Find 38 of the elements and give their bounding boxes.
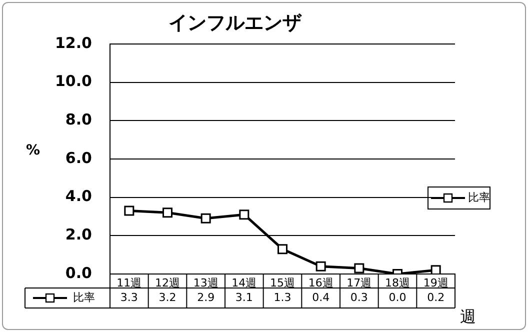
x-tick-label: 15週	[270, 276, 295, 290]
x-tick-label: 19週	[423, 276, 448, 290]
data-label: 3.3	[120, 290, 138, 304]
point	[162, 208, 172, 218]
x-tick-label: 12週	[155, 276, 180, 290]
x-tick-label: 16週	[308, 276, 334, 290]
x-tick-label: 18週	[385, 276, 410, 290]
data-label: 0.2	[427, 290, 445, 304]
data-label: 0.4	[312, 290, 330, 304]
data-label: 0.0	[388, 290, 406, 304]
data-label: 0.3	[350, 290, 368, 304]
y-tick-label: 8.0	[65, 110, 92, 129]
point	[200, 213, 211, 224]
data-label: 2.9	[197, 290, 215, 304]
y-tick-label: 4.0	[65, 187, 92, 206]
x-tick-label: 14週	[232, 276, 257, 290]
y-axis-title: %	[26, 142, 40, 159]
point	[430, 265, 441, 274]
y-tick-label: 12.0	[54, 34, 92, 52]
x-tick-label: 11週	[116, 276, 142, 290]
legend-label: 比率	[468, 190, 490, 204]
point	[354, 263, 364, 274]
x-tick-label: 17週	[346, 276, 372, 290]
text: 比率	[73, 290, 95, 304]
data-label: 1.3	[274, 290, 292, 304]
point	[124, 206, 134, 216]
point	[278, 244, 288, 254]
y-tick-label: 10.0	[54, 72, 92, 90]
data-label: 3.1	[235, 290, 253, 304]
y-tick-label: 6.0	[65, 148, 92, 167]
x-tick-label: 13週	[193, 276, 218, 290]
y-tick-label: 0.0	[65, 264, 92, 282]
x-axis-title: 週	[460, 307, 476, 326]
point	[239, 210, 250, 220]
data-label: 3.2	[158, 290, 176, 304]
y-tick-label: 2.0	[65, 226, 92, 244]
chart-title: インフルエンザ	[168, 12, 302, 34]
point	[316, 261, 326, 272]
